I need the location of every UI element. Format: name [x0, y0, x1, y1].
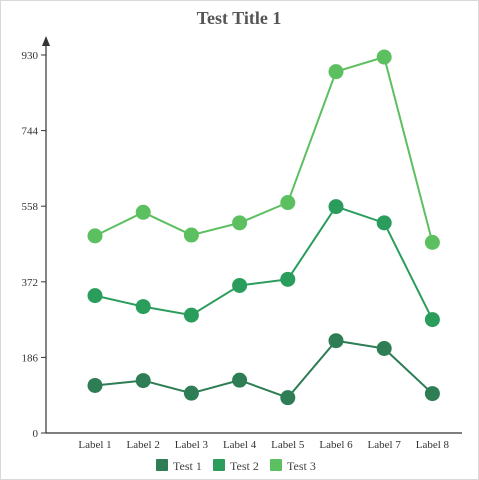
series-group — [87, 49, 440, 406]
legend-swatch — [213, 459, 225, 471]
series-1 — [87, 333, 440, 406]
data-point[interactable] — [87, 228, 103, 244]
data-point[interactable] — [280, 390, 296, 406]
data-point[interactable] — [87, 377, 103, 393]
axes — [42, 36, 462, 434]
x-tick-label: Label 1 — [78, 439, 111, 451]
y-tick-label: 558 — [22, 201, 39, 213]
data-point[interactable] — [232, 215, 248, 231]
data-point[interactable] — [424, 386, 440, 402]
data-point[interactable] — [183, 227, 199, 243]
series-line — [94, 339, 434, 399]
y-tick-label: 186 — [22, 352, 39, 364]
x-axis-ticks: Label 1 Label 2 Label 3 Label 4 Label 5 Label… — [78, 439, 449, 451]
data-point[interactable] — [232, 277, 248, 293]
data-point[interactable] — [376, 49, 392, 65]
data-point[interactable] — [376, 215, 392, 231]
x-tick-label: Label 4 — [223, 439, 257, 451]
series-3 — [87, 49, 440, 250]
data-point[interactable] — [328, 333, 344, 349]
legend-swatch — [270, 459, 282, 471]
data-point[interactable] — [183, 385, 199, 401]
data-point[interactable] — [424, 312, 440, 328]
y-axis-arrow — [42, 36, 50, 46]
data-point[interactable] — [232, 372, 248, 388]
data-point[interactable] — [135, 204, 151, 220]
y-axis-ticks: 0 186 372 558 744 930 — [22, 50, 46, 440]
series-line — [94, 55, 434, 243]
series-line — [94, 205, 434, 321]
legend-label: Test 3 — [287, 459, 316, 473]
x-tick-label: Label 8 — [416, 439, 450, 451]
legend-label: Test 2 — [230, 459, 259, 473]
x-tick-label: Label 7 — [368, 439, 402, 451]
chart-title: Test Title 1 — [197, 8, 282, 28]
y-tick-label: 372 — [22, 277, 39, 289]
x-tick-label: Label 5 — [271, 439, 305, 451]
x-tick-label: Label 2 — [127, 439, 160, 451]
data-point[interactable] — [87, 288, 103, 304]
y-tick-label: 930 — [22, 50, 39, 62]
data-point[interactable] — [280, 271, 296, 287]
data-point[interactable] — [328, 199, 344, 215]
data-point[interactable] — [280, 195, 296, 211]
data-point[interactable] — [183, 307, 199, 323]
data-point[interactable] — [424, 234, 440, 250]
data-point[interactable] — [135, 373, 151, 389]
data-point[interactable] — [328, 64, 344, 80]
y-tick-label: 0 — [33, 428, 39, 440]
legend-label: Test 1 — [173, 459, 202, 473]
legend-swatch — [156, 459, 168, 471]
x-tick-label: Label 3 — [175, 439, 209, 451]
legend: Test 1 Test 2 Test 3 — [156, 459, 316, 473]
data-point[interactable] — [135, 299, 151, 315]
x-tick-label: Label 6 — [319, 439, 353, 451]
data-point[interactable] — [376, 340, 392, 356]
y-tick-label: 744 — [22, 126, 39, 138]
series-2 — [87, 199, 440, 328]
